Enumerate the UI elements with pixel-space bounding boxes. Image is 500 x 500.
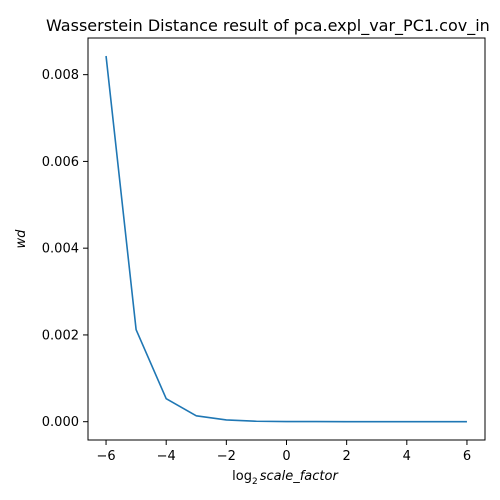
x-tick-label: 6 xyxy=(463,449,471,464)
x-tick-label: −6 xyxy=(96,449,115,464)
y-tick-label: 0.000 xyxy=(42,415,79,430)
x-tick-label: 2 xyxy=(343,449,351,464)
x-axis-label-log: log xyxy=(232,469,252,484)
series-line-0 xyxy=(105,55,467,423)
x-axis-label-variable: scale_factor xyxy=(260,469,340,484)
x-tick-label: −2 xyxy=(217,449,236,464)
x-axis: −6 −4 −2 0 2 4 6 xyxy=(96,440,471,464)
series-layer xyxy=(105,55,467,423)
chart-title: Wasserstein Distance result of pca.expl_… xyxy=(46,16,490,36)
plot-frame xyxy=(87,37,486,441)
x-tick-label: 0 xyxy=(282,449,290,464)
y-tick-label: 0.008 xyxy=(42,68,79,83)
y-tick-label: 0.006 xyxy=(42,155,79,170)
x-tick-label: −4 xyxy=(157,449,176,464)
y-tick-label: 0.002 xyxy=(42,328,79,343)
x-tick-label: 4 xyxy=(403,449,411,464)
y-tick-label: 0.004 xyxy=(42,242,79,257)
x-axis-label-subscript: 2 xyxy=(252,477,258,487)
y-axis-label: wd xyxy=(14,229,29,249)
x-axis-label: log2 scale_factor xyxy=(232,469,339,487)
y-axis: 0.000 0.002 0.004 0.006 0.008 xyxy=(42,68,88,430)
